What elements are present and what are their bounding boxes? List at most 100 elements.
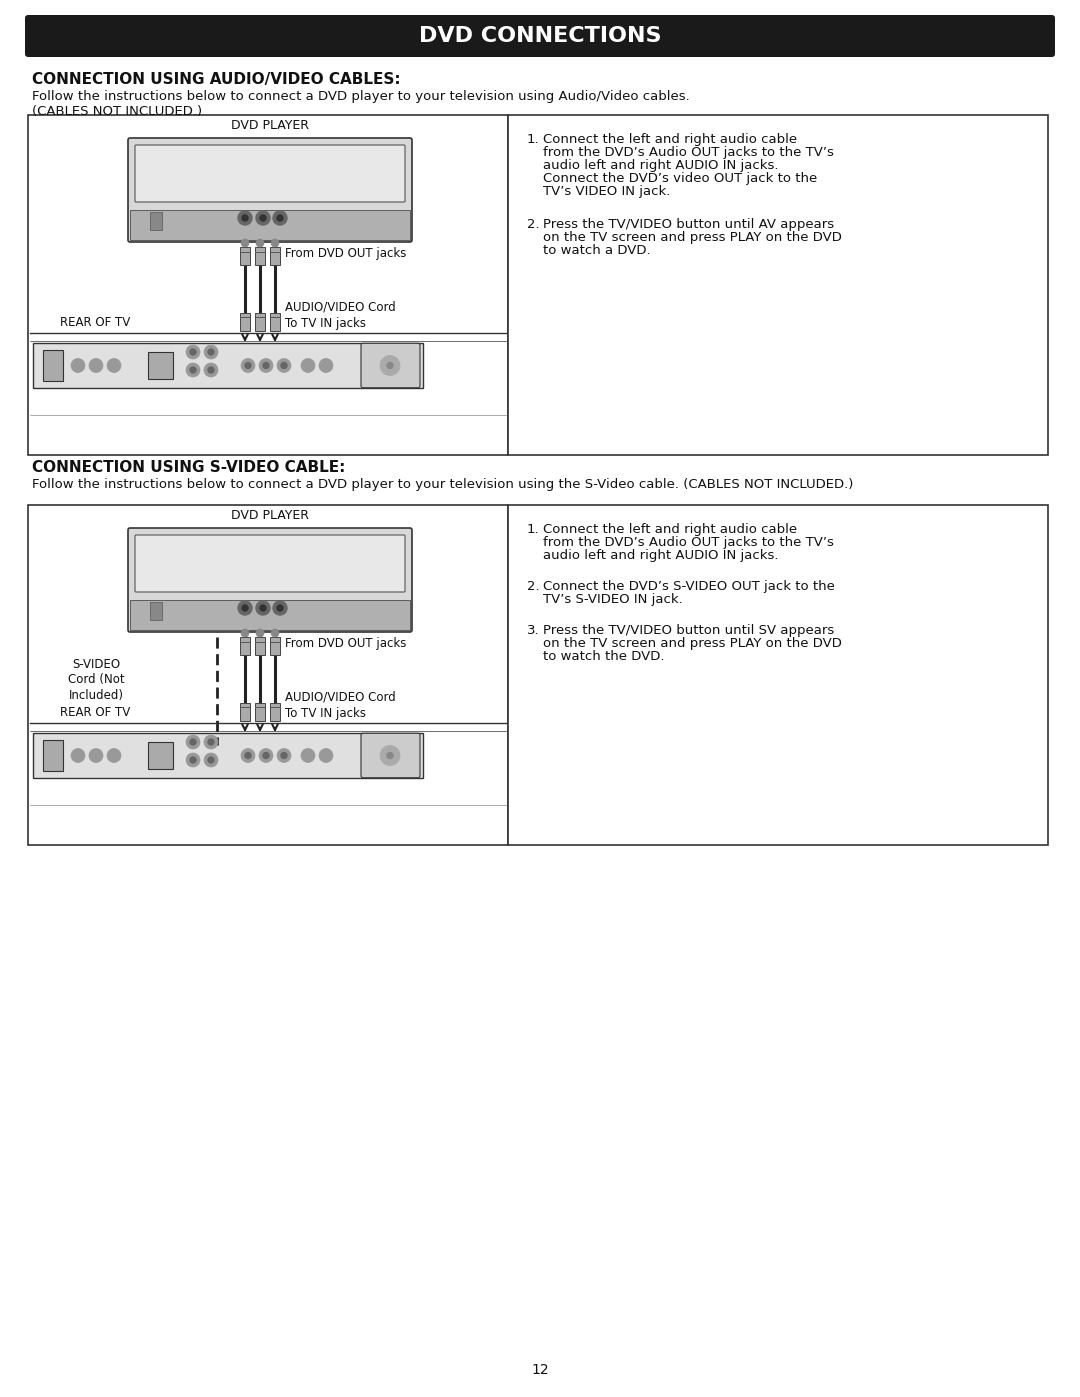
FancyBboxPatch shape	[135, 535, 405, 592]
Bar	[508, 504, 1048, 845]
Circle shape	[301, 359, 315, 373]
Bar	[240, 637, 249, 655]
Text: 12: 12	[531, 1363, 549, 1377]
Text: Press the TV/VIDEO button until SV appears: Press the TV/VIDEO button until SV appea…	[543, 624, 834, 637]
Bar	[270, 247, 280, 265]
FancyBboxPatch shape	[129, 528, 411, 631]
Circle shape	[271, 239, 279, 247]
Bar	[270, 313, 280, 331]
Text: Press the TV/VIDEO button until AV appears: Press the TV/VIDEO button until AV appea…	[543, 218, 834, 231]
Circle shape	[238, 211, 252, 225]
Text: TV’s VIDEO IN jack.: TV’s VIDEO IN jack.	[543, 184, 671, 198]
Bar	[33, 344, 423, 388]
Circle shape	[256, 211, 270, 225]
Circle shape	[319, 359, 333, 373]
Text: Connect the DVD’s video OUT jack to the: Connect the DVD’s video OUT jack to the	[543, 172, 818, 184]
Bar	[43, 740, 63, 771]
Circle shape	[271, 629, 279, 637]
Circle shape	[107, 359, 121, 373]
Bar	[255, 637, 265, 655]
Text: Connect the DVD’s S-VIDEO OUT jack to the: Connect the DVD’s S-VIDEO OUT jack to th…	[543, 580, 835, 592]
FancyBboxPatch shape	[361, 344, 420, 388]
Bar	[28, 504, 508, 845]
Bar	[28, 115, 508, 455]
Text: 2.: 2.	[527, 218, 540, 231]
Circle shape	[256, 239, 264, 247]
Text: Connect the left and right audio cable: Connect the left and right audio cable	[543, 522, 797, 536]
Circle shape	[186, 345, 200, 359]
Circle shape	[380, 355, 400, 376]
Circle shape	[260, 215, 266, 221]
Bar	[255, 247, 265, 265]
Text: AUDIO/VIDEO Cord: AUDIO/VIDEO Cord	[285, 300, 395, 313]
Circle shape	[190, 367, 195, 373]
FancyBboxPatch shape	[361, 733, 420, 778]
Circle shape	[204, 363, 218, 377]
Circle shape	[245, 362, 251, 369]
Bar	[240, 313, 249, 331]
Circle shape	[204, 753, 218, 767]
Circle shape	[204, 735, 218, 749]
Circle shape	[276, 359, 291, 373]
Circle shape	[264, 753, 269, 759]
Circle shape	[276, 749, 291, 763]
Circle shape	[319, 749, 333, 763]
Circle shape	[387, 753, 393, 759]
Circle shape	[208, 367, 214, 373]
Circle shape	[186, 363, 200, 377]
Text: 3.: 3.	[527, 624, 540, 637]
Bar	[130, 210, 410, 240]
Circle shape	[242, 215, 248, 221]
FancyBboxPatch shape	[135, 145, 405, 203]
Circle shape	[241, 359, 255, 373]
FancyBboxPatch shape	[129, 138, 411, 242]
Circle shape	[89, 359, 103, 373]
Circle shape	[301, 749, 315, 763]
Circle shape	[387, 362, 393, 369]
Circle shape	[264, 362, 269, 369]
Text: To TV IN jacks: To TV IN jacks	[285, 317, 366, 330]
Circle shape	[208, 757, 214, 763]
Circle shape	[241, 629, 249, 637]
Text: CONNECTION USING AUDIO/VIDEO CABLES:: CONNECTION USING AUDIO/VIDEO CABLES:	[32, 73, 401, 87]
Text: on the TV screen and press PLAY on the DVD: on the TV screen and press PLAY on the D…	[543, 231, 842, 244]
Bar	[148, 352, 173, 379]
Circle shape	[241, 239, 249, 247]
Text: Follow the instructions below to connect a DVD player to your television using t: Follow the instructions below to connect…	[32, 478, 853, 490]
FancyBboxPatch shape	[25, 15, 1055, 57]
Circle shape	[245, 753, 251, 759]
Circle shape	[242, 605, 248, 610]
Bar	[240, 703, 249, 721]
Bar	[270, 703, 280, 721]
Circle shape	[190, 739, 195, 745]
Text: From DVD OUT jacks: From DVD OUT jacks	[285, 247, 406, 260]
Text: S-VIDEO
Cord (Not
Included): S-VIDEO Cord (Not Included)	[68, 658, 124, 701]
Bar	[508, 115, 1048, 455]
Text: 1.: 1.	[527, 133, 540, 147]
Circle shape	[208, 739, 214, 745]
Text: TV’s S-VIDEO IN jack.: TV’s S-VIDEO IN jack.	[543, 592, 683, 606]
Circle shape	[208, 349, 214, 355]
Bar	[148, 742, 173, 768]
Circle shape	[260, 605, 266, 610]
Text: (CABLES NOT INCLUDED.): (CABLES NOT INCLUDED.)	[32, 105, 202, 117]
Text: audio left and right AUDIO IN jacks.: audio left and right AUDIO IN jacks.	[543, 549, 779, 562]
Bar	[43, 349, 63, 381]
Text: from the DVD’s Audio OUT jacks to the TV’s: from the DVD’s Audio OUT jacks to the TV…	[543, 147, 834, 159]
Circle shape	[281, 753, 287, 759]
Circle shape	[281, 362, 287, 369]
Circle shape	[259, 359, 273, 373]
Bar	[255, 703, 265, 721]
Text: CONNECTION USING S-VIDEO CABLE:: CONNECTION USING S-VIDEO CABLE:	[32, 460, 346, 475]
Text: REAR OF TV: REAR OF TV	[59, 707, 130, 719]
Text: REAR OF TV: REAR OF TV	[59, 317, 130, 330]
Circle shape	[241, 749, 255, 763]
Text: to watch a DVD.: to watch a DVD.	[543, 244, 650, 257]
Text: AUDIO/VIDEO Cord: AUDIO/VIDEO Cord	[285, 690, 395, 704]
Text: DVD PLAYER: DVD PLAYER	[231, 509, 309, 522]
Circle shape	[204, 345, 218, 359]
Text: Follow the instructions below to connect a DVD player to your television using A: Follow the instructions below to connect…	[32, 89, 690, 103]
Circle shape	[380, 746, 400, 766]
Circle shape	[190, 349, 195, 355]
Text: To TV IN jacks: To TV IN jacks	[285, 707, 366, 719]
